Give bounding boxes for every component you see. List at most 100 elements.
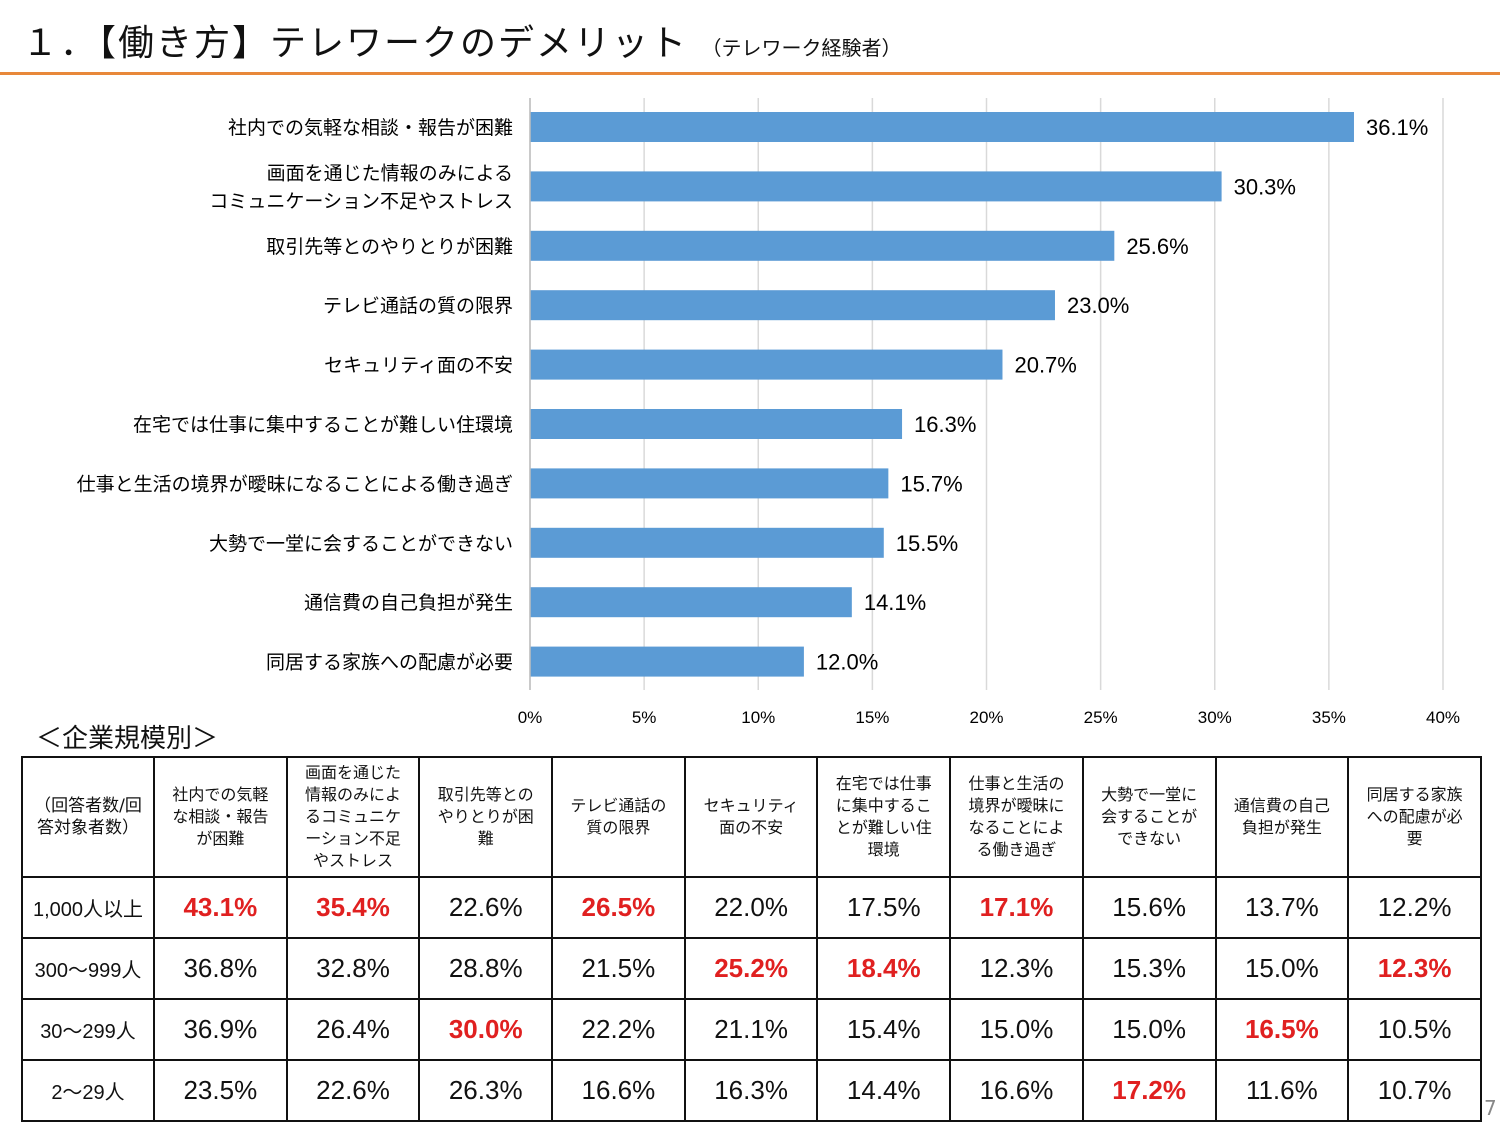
table-cell: 10.5% [1347,998,1482,1061]
column-header: 在宅では仕事に集中することが難しい住環境 [816,756,952,878]
category-label: 社内での気軽な相談・報告が困難 [228,117,513,139]
table-cell: 23.5% [153,1059,288,1122]
category-label: 同居する家族への配慮が必要 [266,652,513,674]
table-cell: 22.0% [683,876,819,939]
page-number: 7 [1484,1096,1497,1120]
table-cell: 16.6% [949,1059,1084,1122]
bar [530,290,1055,321]
data-label: 30.3% [1234,174,1296,199]
table-cell: 15.6% [1081,876,1217,939]
data-label: 15.5% [896,531,958,556]
category-label: セキュリティ面の不安 [324,355,513,377]
category-label: 画面を通じた情報のみによるコミュニケーション不足やストレス [209,162,513,212]
table-cell: 43.1% [153,876,288,939]
bar-chart: 0% 5% 10% 15% 20% 25% 30% 35% 40% 36.1% 社内での気軽な相談・… [77,98,1460,727]
section-label: ＜企業規模別＞ [36,724,219,754]
table-cell: 17.2% [1081,1059,1217,1122]
column-header: 取引先等とのやりとりが困難 [418,756,554,878]
title-divider [0,72,1500,75]
bar [530,527,884,558]
bar [530,112,1354,142]
column-header: セキュリティ面の不安 [683,756,819,878]
bar [530,587,852,618]
data-label: 12.0% [816,650,878,675]
company-size-table: （回答者数/回答対象者数） 社内での気軽な相談・報告が困難 画面を通じた情報のみに… [21,756,1482,1122]
category-label: 在宅では仕事に集中することが難しい住環境 [133,414,513,436]
table-cell: 15.0% [949,998,1084,1061]
corner-header: （回答者数/回答対象者数） [21,756,155,878]
table-cell: 28.8% [418,937,554,1000]
table-cell: 26.3% [418,1059,554,1122]
table-cell: 10.7% [1347,1059,1482,1122]
column-header: 社内での気軽な相談・報告が困難 [153,756,288,878]
table-cell: 36.9% [153,998,288,1061]
column-header: 仕事と生活の境界が曖昧になることによる働き過ぎ [949,756,1084,878]
table-cell: 15.0% [1214,937,1350,1000]
data-label: 14.1% [864,590,926,615]
x-tick-label: 0% [518,708,543,727]
data-label: 15.7% [900,471,962,496]
category-label: 仕事と生活の境界が曖昧になることによる働き過ぎ [77,473,513,495]
column-header: 画面を通じた情報のみによるコミュニケーション不足やストレス [285,756,421,878]
bar [530,409,903,439]
table-cell: 17.5% [816,876,952,939]
table-cell: 21.5% [551,937,686,1000]
table-cell: 11.6% [1214,1059,1350,1122]
table-cell: 14.4% [816,1059,952,1122]
table-cell: 30.0% [418,998,554,1061]
category-label: テレビ通話の質の限界 [323,295,513,317]
x-tick-label: 15% [855,708,889,727]
column-header: 通信費の自己負担が発生 [1214,756,1350,878]
data-label: 23.0% [1067,293,1129,318]
table-cell: 25.2% [683,937,819,1000]
table-cell: 16.6% [551,1059,686,1122]
row-label: 30～299人 [21,998,155,1061]
row-label: 2～29人 [21,1059,155,1122]
table-cell: 22.6% [418,876,554,939]
table-cell: 13.7% [1214,876,1350,939]
column-header: テレビ通話の質の限界 [551,756,686,878]
table-cell: 16.3% [683,1059,819,1122]
table-cell: 18.4% [816,937,952,1000]
row-label: 300～999人 [21,937,155,1000]
table-cell: 32.8% [285,937,421,1000]
table-cell: 21.1% [683,998,819,1061]
bar [530,230,1115,261]
table-cell: 17.1% [949,876,1084,939]
table-row: 1,000人以上 43.1% 35.4% 22.6% 26.5% 22.0% 17.5% 17… [21,876,1482,939]
table-cell: 15.3% [1081,937,1217,1000]
title-sub: （テレワーク経験者） [701,36,902,60]
x-tick-label: 25% [1084,708,1118,727]
table-cell: 22.6% [285,1059,421,1122]
x-tick-label: 10% [741,708,775,727]
category-label: 通信費の自己負担が発生 [304,592,513,614]
table-cell: 12.2% [1347,876,1482,939]
x-tick-label: 5% [632,708,657,727]
x-tick-label: 30% [1198,708,1232,727]
table-cell: 35.4% [285,876,421,939]
bar [530,646,804,677]
x-tick-label: 20% [969,708,1003,727]
bar [530,171,1222,202]
table-row: 300～999人 36.8% 32.8% 28.8% 21.5% 25.2% 18.4% 12… [21,937,1482,1000]
table-cell: 16.5% [1214,998,1350,1061]
table-cell: 26.5% [551,876,686,939]
table-cell: 36.8% [153,937,288,1000]
table-cell: 26.4% [285,998,421,1061]
table-cell: 15.4% [816,998,952,1061]
data-label: 25.6% [1126,234,1188,259]
table-row: 2～29人 23.5% 22.6% 26.3% 16.6% 16.3% 14.4% 16.6%… [21,1059,1482,1122]
table-cell: 15.0% [1081,998,1217,1061]
bar [530,468,889,499]
x-tick-label: 35% [1312,708,1346,727]
data-label: 20.7% [1014,353,1076,378]
title-main: １．【働き方】テレワークのデメリット [22,23,689,64]
table-row: 30～299人 36.9% 26.4% 30.0% 22.2% 21.1% 15.4% 15.… [21,998,1482,1061]
category-label: 大勢で一堂に会することができない [209,533,513,555]
bar [530,349,1003,380]
row-label: 1,000人以上 [21,876,155,939]
table-cell: 12.3% [949,937,1084,1000]
category-label: 取引先等とのやりとりが困難 [266,236,513,258]
x-tick-label: 40% [1426,708,1460,727]
page-title: １．【働き方】テレワークのデメリット （テレワーク経験者） [22,14,901,66]
